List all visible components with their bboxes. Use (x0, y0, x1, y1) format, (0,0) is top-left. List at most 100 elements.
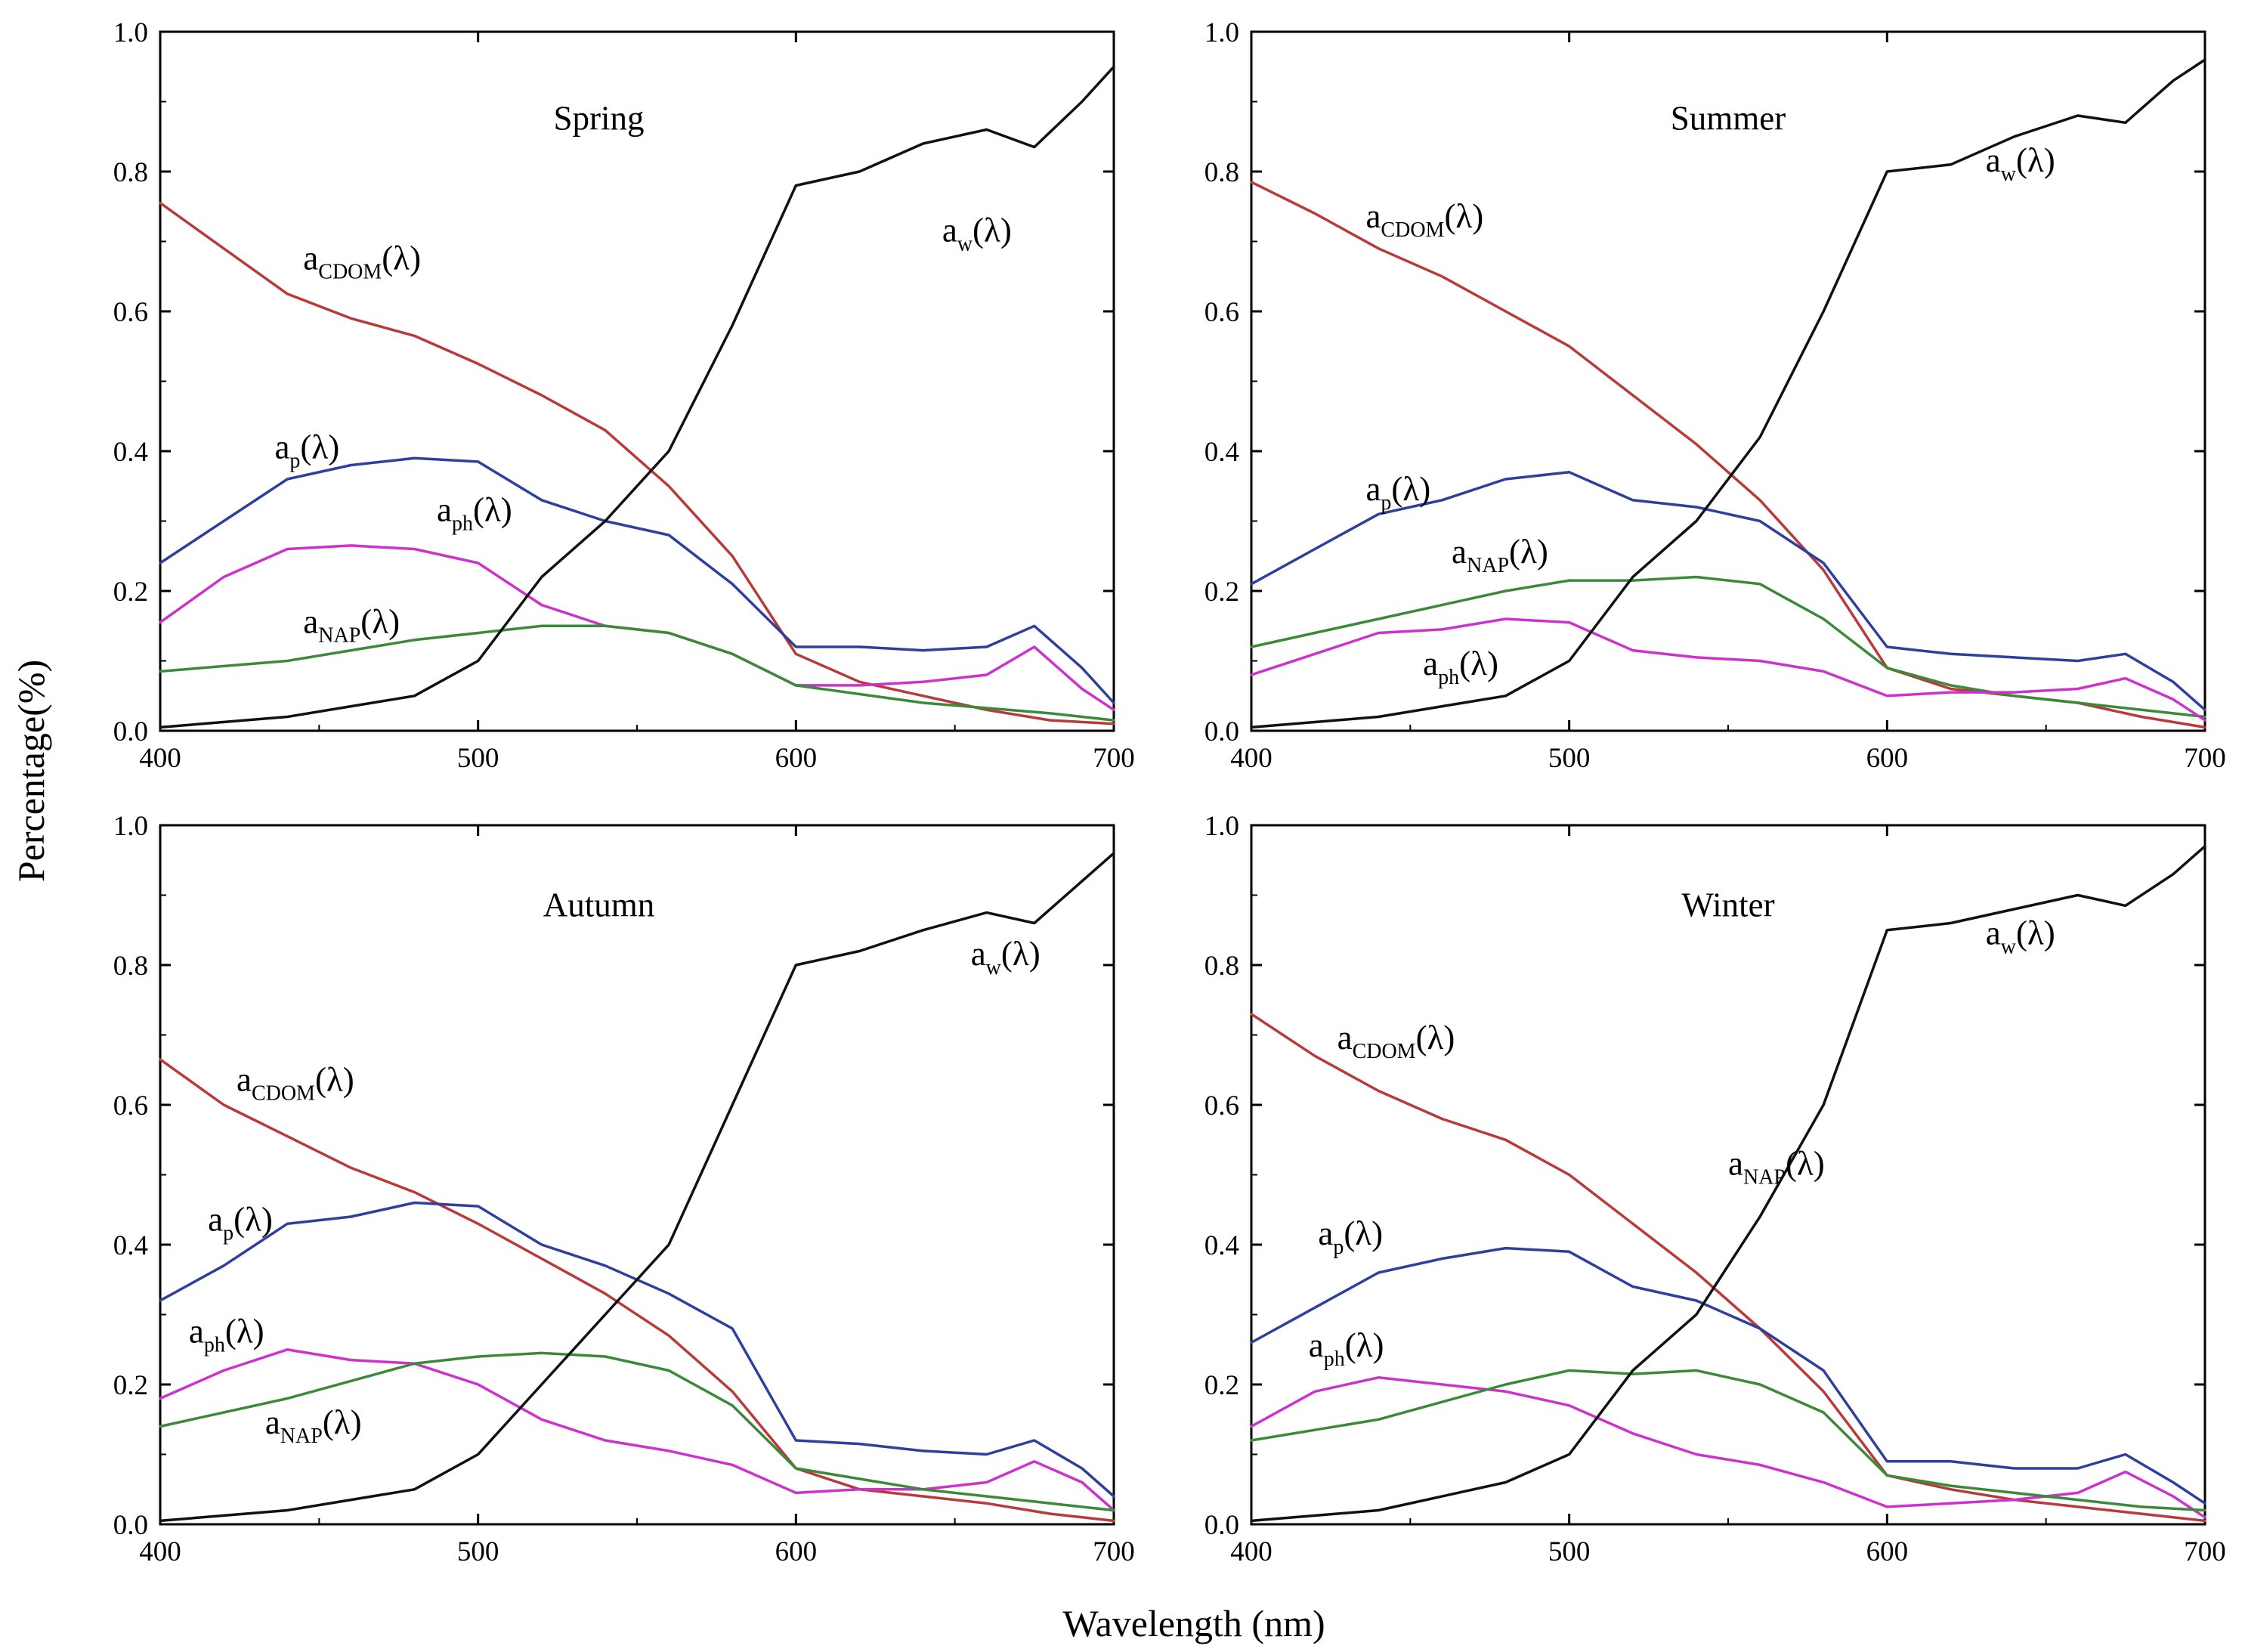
series-label-base: a (1365, 197, 1381, 235)
x-tick-label: 400 (1230, 743, 1272, 774)
series-label-lambda: (λ) (2016, 141, 2055, 179)
x-tick-label: 500 (1548, 1536, 1591, 1567)
y-tick-label: 0.2 (113, 577, 148, 608)
series-label-base: a (942, 212, 957, 249)
series-label-base: a (1728, 1145, 1743, 1183)
series-label-cdom: aCDOM(λ) (303, 240, 421, 284)
y-tick-label: 0.4 (1204, 1230, 1239, 1261)
series-line-ph (1250, 1376, 2206, 1519)
x-tick-label: 600 (775, 743, 818, 774)
chart-panel-spring: 400 500 600 7000.00.20.40.60.81.0SpringaCDO… (113, 17, 1135, 774)
series-label-lambda: (λ) (973, 212, 1012, 249)
series-label-lambda: (λ) (1001, 935, 1041, 973)
series-label-lambda: (λ) (1344, 1214, 1383, 1252)
series-line-w (159, 852, 1115, 1523)
series-label-base: a (189, 1313, 204, 1350)
series-label-lambda: (λ) (323, 1403, 362, 1441)
y-tick-label: 1.0 (1204, 17, 1239, 48)
y-tick-label: 0.0 (113, 716, 148, 747)
series-label-p: ap(λ) (1318, 1214, 1383, 1259)
series-label-subscript: p (223, 1222, 233, 1245)
series-label-subscript: CDOM (318, 261, 382, 284)
series-label-ph: aph(λ) (1423, 645, 1498, 689)
series-label-lambda: (λ) (1416, 1019, 1455, 1056)
panel-title: Winter (1681, 886, 1774, 923)
series-label-lambda: (λ) (1391, 470, 1430, 508)
series-label-lambda: (λ) (1345, 1326, 1384, 1364)
y-tick-label: 0.8 (113, 951, 148, 982)
x-axis-title: Wavelength (nm) (1062, 1602, 1325, 1644)
series-label-cdom: aCDOM(λ) (237, 1061, 354, 1106)
series-label-lambda: (λ) (1444, 197, 1483, 235)
y-tick-label: 0.6 (1204, 297, 1239, 328)
series-label-nap: aNAP(λ) (265, 1403, 362, 1448)
series-label-ph: aph(λ) (437, 491, 512, 536)
series-label-subscript: NAP (318, 624, 360, 648)
chart-panels: 400 500 600 7000.00.20.40.60.81.0SpringaCDO… (113, 17, 2226, 1567)
series-label-base: a (437, 491, 452, 529)
series-label-p: ap(λ) (274, 428, 339, 472)
series-label-subscript: w (986, 956, 1002, 979)
series-label-base: a (274, 428, 289, 466)
series-label-base: a (1309, 1326, 1324, 1364)
series-line-ph (159, 1348, 1115, 1512)
series-label-lambda: (λ) (225, 1313, 264, 1350)
series-label-w: aw(λ) (1986, 914, 2055, 958)
series-line-p (159, 456, 1115, 704)
y-tick-label: 0.6 (113, 297, 148, 328)
x-tick-label: 400 (139, 1536, 181, 1567)
series-label-lambda: (λ) (2016, 914, 2055, 951)
series-label-w: aw(λ) (942, 212, 1012, 256)
series-line-w (159, 65, 1115, 729)
y-tick-label: 1.0 (113, 811, 148, 842)
chart-panel-summer: 400 500 600 7000.00.20.40.60.81.0SummeraCDO… (1204, 17, 2226, 774)
series-line-cdom (1250, 1013, 2206, 1523)
y-tick-label: 0.0 (1204, 1510, 1239, 1541)
series-label-subscript: ph (1438, 666, 1459, 689)
series-label-lambda: (λ) (1786, 1145, 1825, 1183)
y-tick-label: 1.0 (113, 17, 148, 48)
series-label-base: a (1452, 533, 1467, 571)
x-tick-label: 600 (1866, 743, 1909, 774)
chart-panel-autumn: 400 500 600 7000.00.20.40.60.81.0AutumnaCDO… (113, 811, 1135, 1567)
y-tick-label: 0.4 (113, 1230, 148, 1261)
series-label-p: ap(λ) (1365, 470, 1430, 515)
series-label-subscript: NAP (1743, 1166, 1786, 1190)
series-label-base: a (1365, 470, 1381, 508)
x-tick-label: 700 (1093, 1536, 1135, 1567)
series-label-lambda: (λ) (360, 603, 400, 641)
series-line-cdom (159, 1058, 1115, 1523)
x-tick-label: 400 (139, 743, 181, 774)
series-line-p (1250, 471, 2206, 712)
series-label-base: a (303, 603, 318, 641)
series-label-w: aw(λ) (971, 935, 1041, 979)
series-label-lambda: (λ) (233, 1201, 273, 1239)
series-line-cdom (1250, 181, 2206, 729)
x-tick-label: 600 (1866, 1536, 1909, 1567)
series-label-lambda: (λ) (382, 240, 421, 277)
y-tick-label: 1.0 (1204, 811, 1239, 842)
series-label-base: a (1986, 914, 2001, 951)
series-label-subscript: ph (1324, 1347, 1345, 1371)
series-line-w (1250, 845, 2206, 1523)
y-tick-label: 0.8 (1204, 951, 1239, 982)
series-label-subscript: NAP (1467, 554, 1509, 577)
chart-panel-winter: 400 500 600 7000.00.20.40.60.81.0WinteraCDO… (1204, 811, 2226, 1567)
y-tick-label: 0.4 (113, 437, 148, 468)
series-label-subscript: w (2001, 935, 2017, 958)
y-tick-label: 0.2 (1204, 1370, 1239, 1401)
series-label-w: aw(λ) (1986, 141, 2055, 186)
panel-title: Summer (1671, 100, 1786, 138)
series-line-cdom (159, 201, 1115, 725)
y-tick-label: 0.0 (113, 1510, 148, 1541)
y-tick-label: 0.6 (113, 1091, 148, 1121)
series-label-subscript: CDOM (1381, 218, 1444, 242)
series-line-nap (159, 624, 1115, 722)
series-label-base: a (1423, 645, 1438, 682)
series-label-base: a (1337, 1019, 1353, 1056)
x-tick-label: 400 (1230, 1536, 1272, 1567)
series-label-subscript: CDOM (252, 1082, 315, 1106)
series-label-base: a (1318, 1214, 1333, 1252)
series-label-subscript: NAP (280, 1425, 323, 1448)
series-label-subscript: CDOM (1353, 1040, 1416, 1063)
